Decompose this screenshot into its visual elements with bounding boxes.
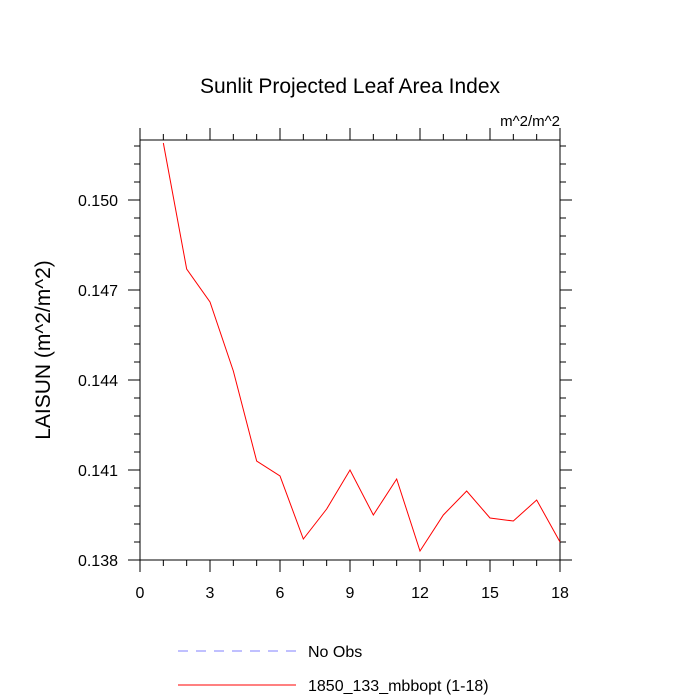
x-tick-label: 0	[136, 585, 145, 602]
units-label: m^2/m^2	[500, 113, 560, 130]
axis-ticks	[128, 128, 572, 572]
chart-title: Sunlit Projected Leaf Area Index	[200, 75, 501, 98]
legend-label: 1850_133_mbbopt (1-18)	[308, 678, 489, 695]
y-tick-label: 0.141	[78, 463, 118, 480]
series-lines	[162, 142, 561, 553]
legend: No Obs 1850_133_mbbopt (1-18)	[178, 644, 489, 695]
series-line	[162, 142, 561, 553]
axis-tick-labels: 0 3 6 9 12 15 18 0.138 0.141 0.144 0.147 0.150	[78, 193, 569, 602]
y-axis-label: LAISUN (m^2/m^2)	[32, 260, 55, 440]
legend-label: No Obs	[308, 644, 362, 661]
x-tick-label: 12	[411, 585, 429, 602]
x-tick-label: 3	[206, 585, 215, 602]
y-tick-label: 0.147	[78, 283, 118, 300]
x-tick-label: 15	[481, 585, 499, 602]
plot-frame	[139, 139, 561, 561]
x-tick-label: 9	[346, 585, 355, 602]
x-tick-label: 18	[551, 585, 569, 602]
y-tick-label: 0.150	[78, 193, 118, 210]
y-tick-label: 0.138	[78, 553, 118, 570]
x-tick-label: 6	[276, 585, 285, 602]
y-tick-label: 0.144	[78, 373, 118, 390]
